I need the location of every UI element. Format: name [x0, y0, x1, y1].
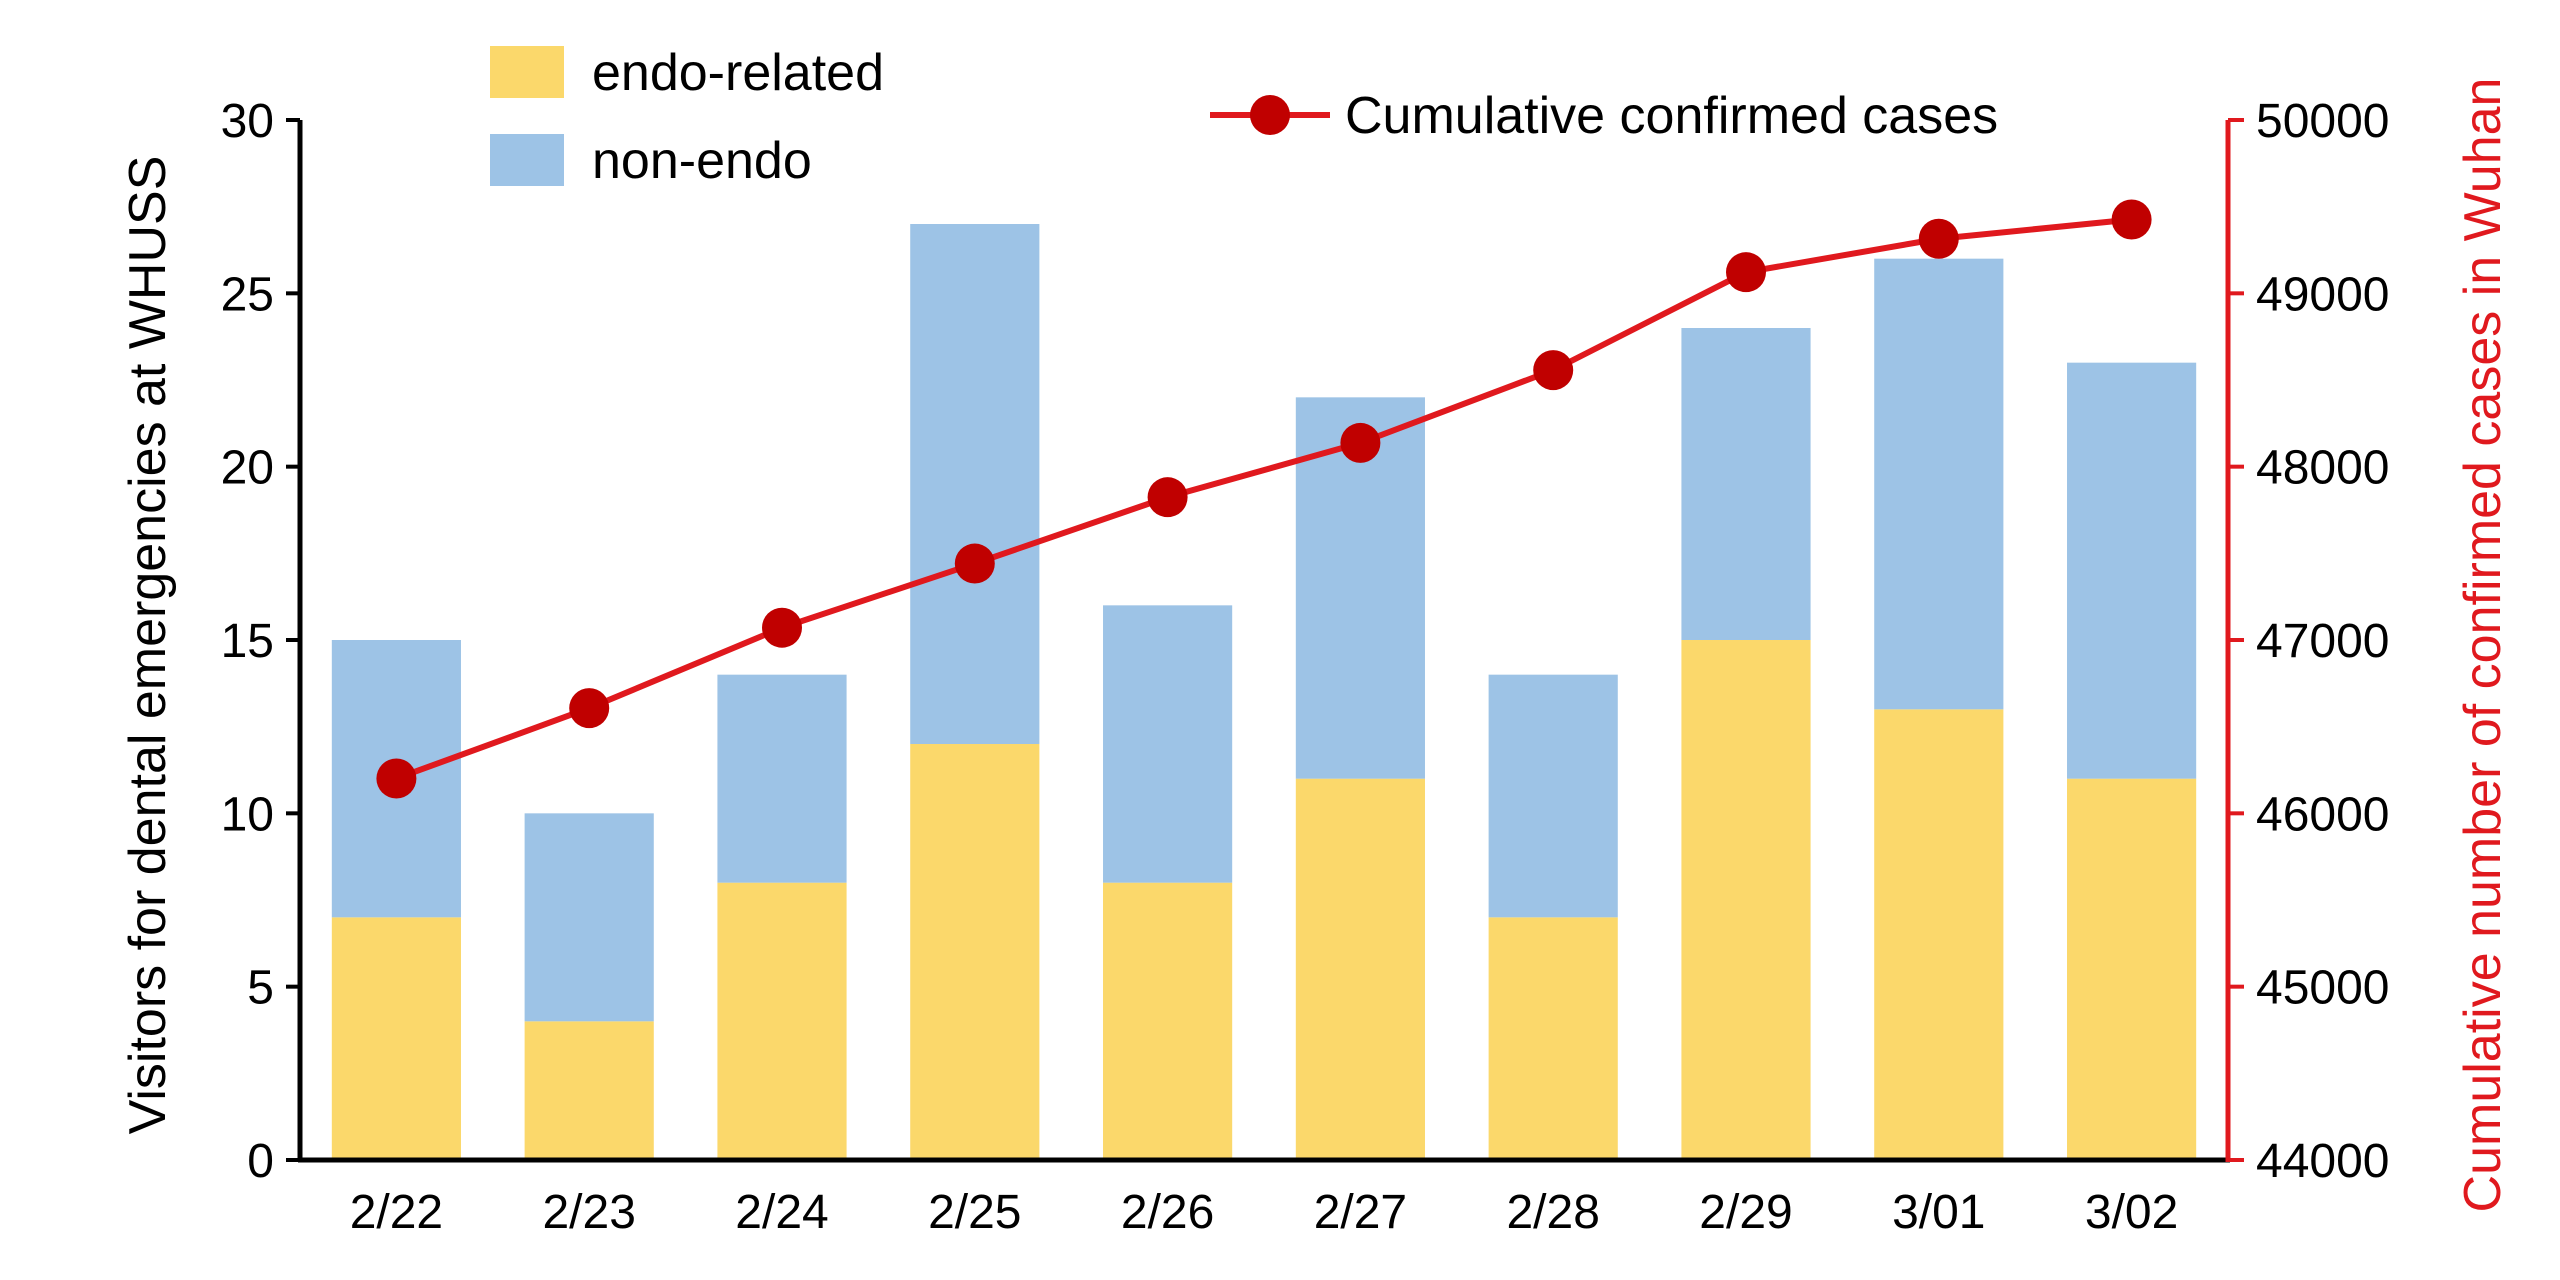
bar-non-endo-9	[2067, 362, 2197, 779]
bar-non-endo-1	[524, 813, 654, 1022]
bars-layer	[331, 224, 2197, 1160]
bar-endo-related-7	[1681, 640, 1811, 1160]
right-tick-label: 46000	[2256, 788, 2389, 841]
left-tick-label: 10	[221, 788, 274, 841]
bar-non-endo-3	[910, 224, 1040, 744]
cumulative-cases-point-9	[2111, 199, 2152, 240]
bar-endo-related-0	[331, 917, 461, 1160]
cumulative-cases-point-3	[954, 543, 995, 584]
x-tick-label: 2/27	[1314, 1186, 1407, 1239]
x-tick-label: 2/28	[1506, 1186, 1599, 1239]
bar-non-endo-2	[717, 674, 847, 883]
cumulative-cases-point-5	[1340, 422, 1381, 463]
x-tick-label: 2/25	[928, 1186, 1021, 1239]
right-tick-label: 48000	[2256, 442, 2389, 495]
bar-non-endo-8	[1874, 258, 2004, 710]
cumulative-cases-point-2	[762, 607, 802, 648]
legend-label-non-endo: non-endo	[592, 132, 812, 190]
x-tick-label: 2/29	[1699, 1186, 1792, 1239]
cumulative-cases-point-8	[1918, 218, 1959, 259]
bar-endo-related-5	[1295, 778, 1425, 1160]
legend-swatch-non-endo	[490, 134, 564, 186]
x-tick-label: 2/23	[542, 1186, 635, 1239]
left-tick-label: 5	[247, 962, 274, 1015]
cumulative-cases-point-7	[1726, 252, 1766, 293]
x-tick-label: 3/01	[1892, 1186, 1985, 1239]
cumulative-cases-point-1	[569, 688, 610, 729]
bar-endo-related-6	[1488, 917, 1618, 1160]
axes-layer: 0 5 10 15 20 25 30 44000 45000 46000 47000 48000 490…	[221, 95, 2390, 1239]
bar-endo-related-8	[1874, 709, 2004, 1160]
cumulative-cases-point-4	[1147, 477, 1188, 518]
left-tick-label: 0	[247, 1135, 274, 1188]
legend-label-endo-related: endo-related	[592, 44, 884, 102]
left-tick-label: 25	[221, 268, 274, 321]
right-tick-label: 50000	[2256, 95, 2389, 148]
bar-endo-related-9	[2067, 778, 2197, 1160]
bar-non-endo-4	[1103, 605, 1233, 883]
legend-swatch-endo-related	[490, 46, 564, 98]
x-tick-label: 2/26	[1121, 1186, 1214, 1239]
legend: endo-related non-endo Cumulative confirmed…	[490, 44, 1998, 190]
x-tick-label: 2/22	[350, 1186, 443, 1239]
right-axis-title: Cumulative number of confirmed cases in …	[2454, 78, 2512, 1213]
bar-non-endo-6	[1488, 674, 1618, 918]
bar-endo-related-2	[717, 882, 847, 1160]
legend-label-cumulative-cases: Cumulative confirmed cases	[1345, 87, 1998, 145]
bar-endo-related-1	[524, 1021, 654, 1160]
left-axis-title: Visitors for dental emergencies at WHUSS	[119, 156, 177, 1135]
right-tick-label: 49000	[2256, 268, 2389, 321]
left-tick-label: 15	[221, 615, 274, 668]
left-tick-label: 30	[221, 95, 274, 148]
bar-endo-related-4	[1103, 882, 1233, 1160]
x-tick-label: 2/24	[735, 1186, 828, 1239]
bar-non-endo-7	[1681, 328, 1811, 640]
cumulative-cases-point-0	[376, 758, 417, 799]
line-layer	[376, 199, 2152, 799]
right-tick-label: 47000	[2256, 615, 2389, 668]
legend-line-marker	[1250, 95, 1290, 135]
right-tick-label: 45000	[2256, 962, 2389, 1015]
right-tick-label: 44000	[2256, 1135, 2389, 1188]
cumulative-cases-point-6	[1533, 350, 1574, 391]
x-tick-label: 3/02	[2085, 1186, 2178, 1239]
cumulative-cases-line	[395, 216, 2132, 782]
left-tick-label: 20	[221, 442, 274, 495]
bar-endo-related-3	[910, 744, 1040, 1160]
